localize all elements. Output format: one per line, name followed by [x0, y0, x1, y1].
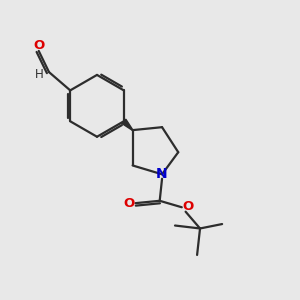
Text: N: N: [156, 167, 168, 181]
Text: H: H: [35, 68, 44, 81]
Text: O: O: [33, 39, 44, 52]
Polygon shape: [122, 119, 133, 130]
Text: O: O: [123, 196, 135, 210]
Text: O: O: [182, 200, 193, 213]
